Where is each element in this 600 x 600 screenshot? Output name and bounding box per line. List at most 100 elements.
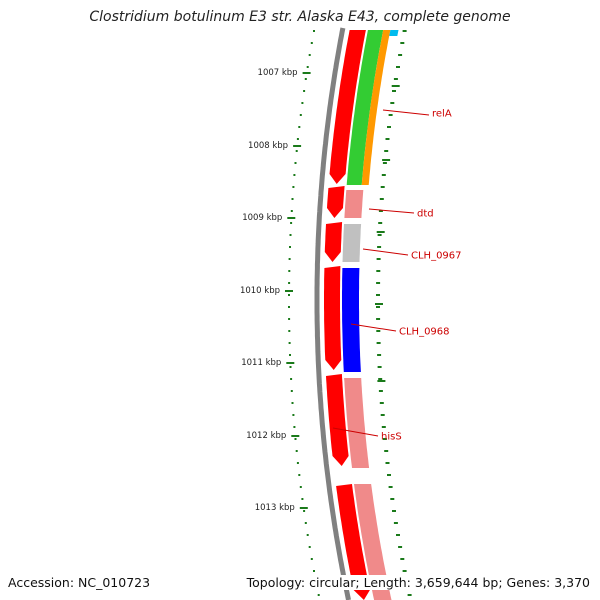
major-tick xyxy=(382,159,391,161)
major-tick xyxy=(287,217,296,219)
minor-tick xyxy=(301,102,304,104)
tick-label: 1012 kbp xyxy=(246,431,286,441)
minor-tick xyxy=(296,138,299,140)
minor-tick xyxy=(303,90,306,92)
minor-tick xyxy=(304,522,307,524)
cds-arrow xyxy=(336,484,370,600)
minor-tick xyxy=(396,534,400,536)
minor-tick xyxy=(377,366,382,368)
minor-tick xyxy=(376,294,380,296)
leader-line xyxy=(382,109,430,116)
minor-tick xyxy=(288,330,291,332)
minor-tick xyxy=(291,402,294,404)
tick-label: 1011 kbp xyxy=(241,358,281,368)
minor-tick xyxy=(393,78,398,80)
gene-label: dtd xyxy=(417,209,434,220)
minor-tick xyxy=(288,306,290,308)
major-tick xyxy=(293,145,302,147)
minor-tick xyxy=(376,330,381,332)
minor-tick xyxy=(313,570,315,572)
minor-tick xyxy=(407,594,412,596)
major-tick xyxy=(391,85,400,87)
minor-tick xyxy=(381,174,386,176)
minor-tick xyxy=(317,594,320,596)
cds-arrow-CLH_0967 xyxy=(324,222,343,262)
minor-tick xyxy=(289,354,291,356)
minor-tick xyxy=(293,174,296,176)
minor-tick xyxy=(390,102,395,104)
minor-tick xyxy=(295,150,298,152)
cds-arrows xyxy=(324,30,370,600)
tick-label: 1008 kbp xyxy=(248,141,288,151)
band-salmon xyxy=(344,378,370,468)
minor-tick xyxy=(376,270,381,272)
minor-tick xyxy=(306,534,309,536)
minor-tick xyxy=(378,210,383,212)
minor-tick xyxy=(290,378,293,380)
accession-text: Accession: NC_010723 xyxy=(8,575,151,590)
minor-tick xyxy=(294,438,297,440)
minor-tick xyxy=(396,66,400,68)
minor-tick xyxy=(295,450,298,452)
minor-tick xyxy=(376,282,381,284)
minor-tick xyxy=(390,498,395,500)
minor-tick xyxy=(388,114,393,116)
minor-tick xyxy=(388,486,393,488)
minor-tick xyxy=(393,522,398,524)
minor-tick xyxy=(289,366,292,368)
minor-tick xyxy=(400,42,405,44)
minor-tick xyxy=(293,426,296,428)
minor-tick xyxy=(288,258,291,260)
minor-tick xyxy=(289,246,291,248)
band-orange xyxy=(361,30,391,185)
major-tick xyxy=(286,362,295,364)
minor-tick xyxy=(379,198,384,200)
minor-tick xyxy=(294,162,297,164)
leader-line xyxy=(368,208,415,214)
feature-bands xyxy=(342,30,399,600)
minor-tick xyxy=(298,126,301,128)
minor-tick xyxy=(291,198,294,200)
minor-tick xyxy=(288,342,291,344)
minor-tick xyxy=(377,354,382,356)
minor-tick xyxy=(377,246,382,248)
minor-tick xyxy=(288,294,290,296)
minor-tick xyxy=(299,486,302,488)
genome-backbone xyxy=(314,27,351,600)
band-cyan xyxy=(389,30,399,36)
major-tick xyxy=(285,290,293,292)
gene-label: relA xyxy=(432,109,452,120)
minor-tick xyxy=(289,234,292,236)
band-salmon xyxy=(344,190,364,218)
minor-tick xyxy=(380,414,385,416)
band-gray xyxy=(342,224,362,262)
minor-tick xyxy=(308,546,311,548)
minor-tick xyxy=(382,162,387,164)
tick-label: 1010 kbp xyxy=(240,286,280,296)
gene-label: CLH_0968 xyxy=(399,327,450,338)
band-salmon xyxy=(354,484,392,600)
minor-tick xyxy=(392,90,396,92)
minor-tick xyxy=(376,258,381,260)
map-title: Clostridium botulinum E3 str. Alaska E43… xyxy=(89,9,511,25)
cds-arrow-relA xyxy=(329,30,366,184)
cds-arrow-hisS xyxy=(326,374,349,466)
leader-line xyxy=(362,248,409,256)
minor-tick xyxy=(288,270,291,272)
minor-tick xyxy=(290,210,293,212)
tick-label: 1013 kbp xyxy=(255,503,295,513)
minor-tick xyxy=(313,30,315,32)
minor-tick xyxy=(377,234,382,236)
minor-tick xyxy=(310,42,313,44)
minor-tick xyxy=(385,462,390,464)
minor-tick xyxy=(385,138,390,140)
minor-tick xyxy=(384,150,389,152)
minor-tick xyxy=(290,390,293,392)
minor-tick xyxy=(298,474,301,476)
tick-label: 1007 kbp xyxy=(258,68,298,78)
minor-tick xyxy=(296,462,299,464)
minor-tick xyxy=(387,126,391,128)
leader-line xyxy=(350,323,397,332)
topology-summary: Topology: circular; Length: 3,659,644 bp… xyxy=(246,575,590,590)
minor-tick xyxy=(376,306,380,308)
